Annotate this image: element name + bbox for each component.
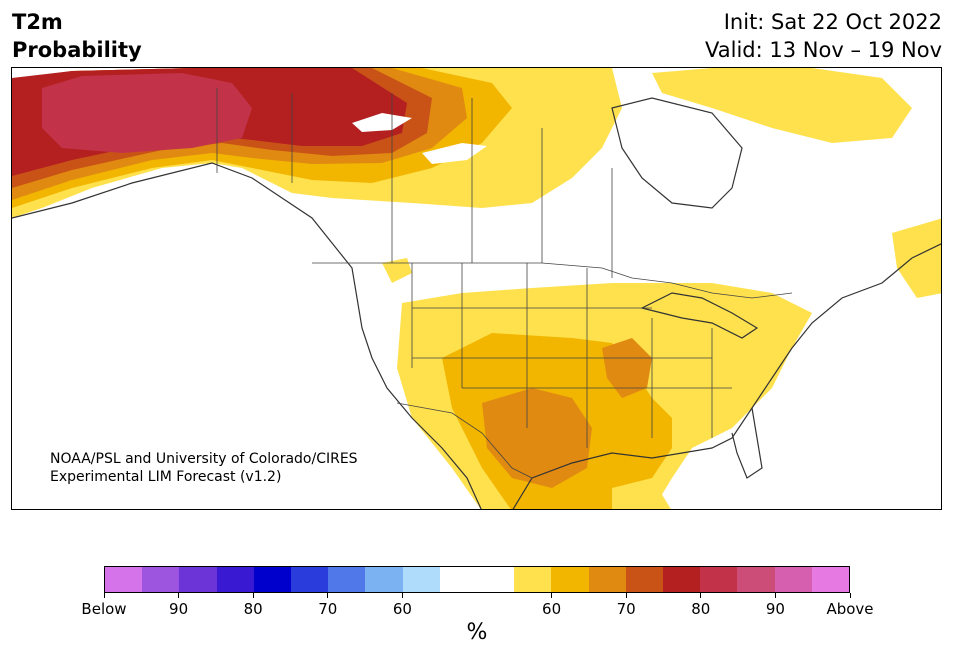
us-canada-border: [312, 262, 793, 299]
colorbar-swatch: [253, 567, 292, 592]
colorbar-tick-mark: [103, 593, 105, 598]
colorbar-tick-label: 70: [616, 600, 636, 618]
valid-range: Valid: 13 Nov – 19 Nov: [705, 38, 942, 62]
colorbar-swatch: [663, 567, 701, 592]
gulf-coast: [512, 243, 941, 509]
colorbar-tick-label: 90: [169, 600, 189, 618]
hudson-bay: [611, 97, 743, 209]
colorbar-swatch: [439, 567, 478, 592]
colorbar-tick-mark: [625, 593, 627, 598]
colorbar-swatch: [737, 567, 775, 592]
title-line-1: T2m: [12, 10, 63, 34]
colorbar-tick-label: 60: [542, 600, 562, 618]
colorbar-swatch: [291, 567, 329, 592]
colorbar: [104, 566, 850, 593]
colorbar-tick-label: Below: [81, 600, 127, 618]
map-title: T2m Probability: [12, 8, 142, 64]
colorbar-swatch: [328, 567, 366, 592]
credit-text: NOAA/PSL and University of Colorado/CIRE…: [50, 450, 358, 486]
florida: [731, 407, 763, 479]
colorbar-unit: %: [466, 620, 488, 645]
title-line-2: Probability: [12, 38, 142, 62]
colorbar-swatch: [625, 567, 664, 592]
colorbar-swatch: [514, 567, 552, 592]
colorbar-swatch: [216, 567, 254, 592]
us-75: [482, 388, 592, 488]
colorbar-tick-mark: [401, 593, 403, 598]
colorbar-swatch: [588, 567, 626, 592]
great-lakes: [640, 292, 759, 339]
mexico-60: [612, 478, 671, 509]
colorbar-tick-label: 90: [765, 600, 785, 618]
probability-map: NOAA/PSL and University of Colorado/CIRE…: [11, 67, 942, 510]
colorbar-tick-mark: [178, 593, 180, 598]
colorbar-tick-mark: [774, 593, 776, 598]
us-60-island: [382, 258, 412, 283]
political-borders: [216, 88, 793, 479]
colorbar-tick-mark: [849, 593, 851, 598]
colorbar-swatch: [365, 567, 403, 592]
colorbar-tick-label: 80: [243, 600, 263, 618]
colorbar-swatch: [142, 567, 180, 592]
colorbar-swatch: [105, 567, 143, 592]
us-mexico-border: [396, 402, 533, 479]
coastlines: [12, 97, 941, 509]
province-lines: [291, 93, 613, 278]
state-lines: [411, 263, 732, 448]
colorbar-tick-mark: [252, 593, 254, 598]
region-90: [42, 73, 252, 153]
lake-2: [422, 143, 487, 164]
colorbar-swatch: [477, 567, 515, 592]
colorbar-tick-label: 80: [691, 600, 711, 618]
colorbar-tick-mark: [551, 593, 553, 598]
forecast-dates: Init: Sat 22 Oct 2022 Valid: 13 Nov – 19…: [705, 8, 942, 64]
colorbar-swatch: [774, 567, 812, 592]
us-75b: [602, 338, 652, 398]
lake-1: [352, 113, 412, 132]
colorbar-swatch: [179, 567, 217, 592]
map-canvas: [12, 68, 941, 509]
colorbar-swatch: [402, 567, 440, 592]
colorbar-tick-label: 70: [318, 600, 338, 618]
arctic-islands: [652, 68, 912, 143]
colorbar-tick-mark: [700, 593, 702, 598]
west-coast: [12, 162, 482, 509]
colorbar-swatch: [700, 567, 738, 592]
colorbar-tick-label: Above: [826, 600, 874, 618]
colorbar-swatch: [551, 567, 589, 592]
labrador-coast: [892, 218, 941, 298]
colorbar-tick-mark: [327, 593, 329, 598]
credit-line-2: Experimental LIM Forecast (v1.2): [50, 469, 282, 485]
above-normal-shading: [12, 68, 941, 509]
colorbar-tick-label: 60: [392, 600, 412, 618]
credit-line-1: NOAA/PSL and University of Colorado/CIRE…: [50, 451, 358, 467]
colorbar-swatch: [811, 567, 850, 592]
init-date: Init: Sat 22 Oct 2022: [723, 10, 942, 34]
